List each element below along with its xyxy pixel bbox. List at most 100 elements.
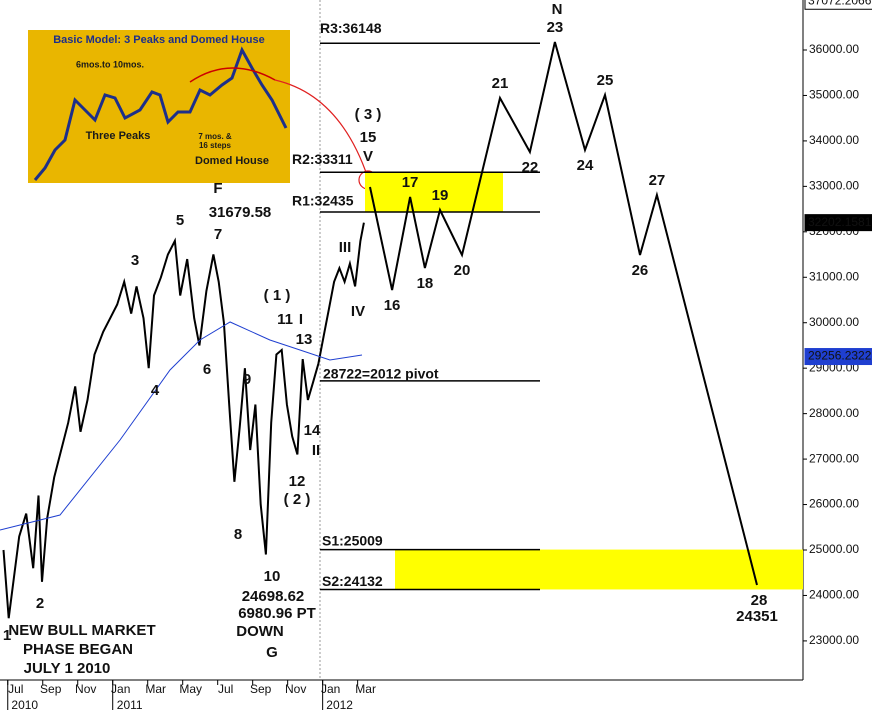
wave-label: 25 (597, 72, 614, 89)
x-tick-label: Jul (8, 682, 23, 696)
inset-note: Three Peaks (86, 130, 151, 142)
inset-note: 7 mos. & (198, 132, 232, 141)
series-line (0, 321, 363, 531)
wave-label: 18 (417, 275, 434, 292)
annotation: 10 (264, 568, 281, 585)
annotation: NEW BULL MARKET (8, 622, 155, 639)
inset: Basic Model: 3 Peaks and Domed House 6mos… (28, 30, 378, 190)
annotation: 11 (277, 311, 293, 328)
annotation: 24351 (736, 608, 778, 625)
wave-label: 28 (751, 592, 768, 609)
year-label: 2012 (326, 698, 353, 712)
level-label: R1:32435 (292, 193, 354, 209)
wave-label: 16 (384, 297, 401, 314)
y-tick-label: 31000.00 (809, 269, 859, 283)
wave-label: 22 (522, 159, 539, 176)
level-label: R3:36148 (320, 20, 382, 36)
y-tick-label: 26000.00 (809, 497, 859, 511)
annotation: 2 (36, 595, 44, 612)
year-label: 2010 (11, 698, 38, 712)
wave-label: 21 (492, 75, 509, 92)
y-tick-label: 24000.00 (809, 588, 859, 602)
x-tick-label: Jan (321, 682, 340, 696)
x-tick-label: Nov (75, 682, 96, 696)
annotation: 15 (360, 129, 377, 146)
wave-label: 26 (632, 262, 649, 279)
inset-note: 16 steps (199, 141, 232, 150)
annotation: 9 (243, 371, 251, 388)
level-label: 28722=2012 pivot (323, 366, 439, 382)
annotation: IV (351, 303, 365, 320)
x-tick-label: May (179, 682, 202, 696)
connector (274, 79, 369, 179)
x-tick-label: Jul (218, 682, 233, 696)
annotation: II (312, 442, 320, 459)
y-tick-label: 34000.00 (809, 133, 859, 147)
x-tick-label: Nov (285, 682, 306, 696)
inset-line (33, 46, 288, 181)
level-label: S2:24132 (322, 573, 383, 589)
y-tick-label: 27000.00 (809, 451, 859, 465)
price-tag (804, 0, 872, 10)
y-tick-label: 28000.00 (809, 406, 859, 420)
annotation: 4 (151, 382, 160, 399)
price-tag-label: 32202.1581 (808, 215, 872, 229)
wave-label: 24 (577, 157, 594, 174)
annotation: DOWN (236, 623, 284, 640)
y-tick-label: 36000.00 (809, 42, 859, 56)
wave-label: 17 (402, 174, 419, 191)
annotation: I (299, 311, 303, 328)
price-tag-label: 37072.2066 (808, 0, 872, 7)
inset-note: Domed House (195, 155, 269, 167)
inset-title: Basic Model: 3 Peaks and Domed House (53, 34, 265, 46)
x-tick-label: Sep (250, 682, 272, 696)
wave-label: 19 (432, 187, 449, 204)
wave-label: 27 (649, 172, 666, 189)
annotation: F (213, 180, 222, 197)
annotation: PHASE BEGAN (23, 641, 133, 658)
y-tick-label: 30000.00 (809, 315, 859, 329)
y-tick-label: 33000.00 (809, 179, 859, 193)
x-tick-label: Jan (111, 682, 130, 696)
y-tick-label: 25000.00 (809, 542, 859, 556)
annotation: 14 (304, 422, 321, 439)
wave-label: 23 (547, 19, 564, 36)
inset-note: 6mos.to 10mos. (76, 59, 144, 69)
inset-dome (189, 67, 276, 83)
annotation: 13 (296, 331, 313, 348)
x-tick-label: Sep (40, 682, 62, 696)
year-label: 2011 (117, 698, 143, 712)
x-tick-label: Mar (355, 682, 376, 696)
annotation: JULY 1 2010 (24, 660, 111, 677)
y-tick-label: 35000.00 (809, 88, 859, 102)
annotation: III (339, 239, 352, 256)
x-tick-label: Mar (145, 682, 166, 696)
series-line (369, 41, 758, 586)
annotation: 7 (214, 226, 222, 243)
series-line (2, 222, 365, 619)
annotation: N (552, 1, 563, 18)
annotation: 6 (203, 361, 211, 378)
annotation: 1 (3, 627, 11, 644)
level-label: S1:25009 (322, 532, 383, 548)
annotation: 6980.96 PT (238, 605, 316, 622)
annotation: 31679.58 (209, 204, 272, 221)
annotation: V (363, 148, 373, 165)
annotation: G (266, 644, 278, 661)
zone (395, 549, 803, 590)
price-tag (804, 214, 872, 232)
annotation: ( 3 ) (355, 106, 382, 123)
annotation: 12 (289, 473, 306, 490)
annotation: 8 (234, 526, 242, 543)
annotation: ( 2 ) (284, 491, 311, 508)
annotation: 3 (131, 252, 139, 269)
annotation: ( 1 ) (264, 287, 291, 304)
y-tick-label: 23000.00 (809, 633, 859, 647)
annotation: 24698.62 (242, 588, 305, 605)
wave-label: 20 (454, 262, 471, 279)
level-label: R2:33311 (292, 151, 353, 167)
annotation: 5 (176, 212, 184, 229)
price-tag-label: 29256.2322 (808, 349, 872, 363)
price-tag (804, 348, 872, 366)
